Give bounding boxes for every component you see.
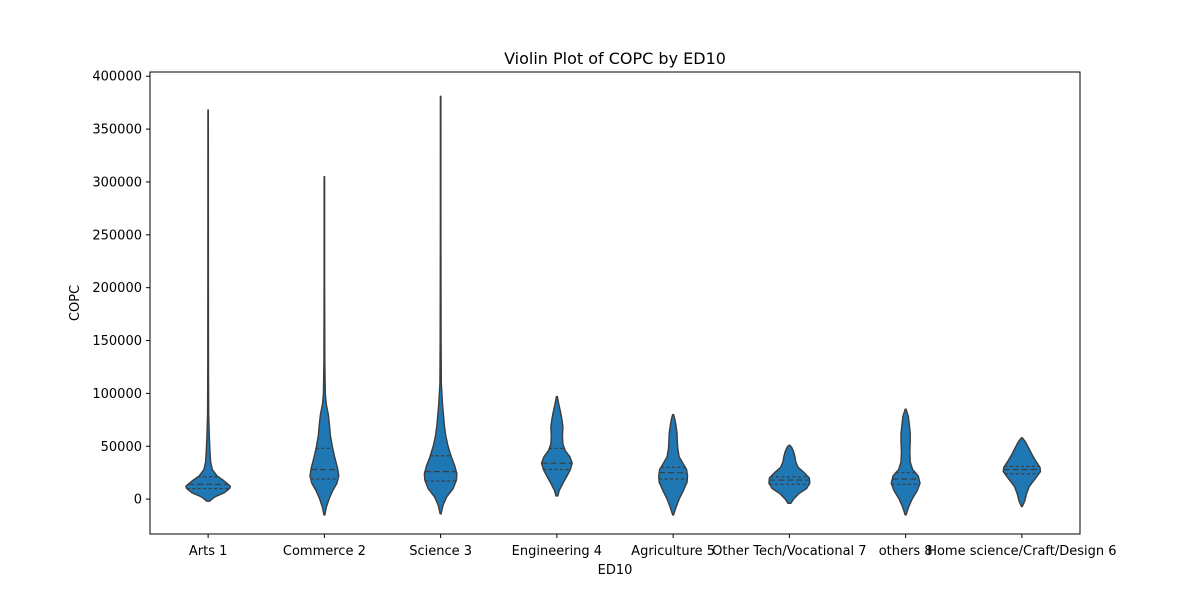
x-tick-label-5: Agriculture 5 (631, 544, 715, 559)
violin-2 (309, 175, 340, 516)
y-tick-label-1: 50000 (101, 440, 142, 455)
x-tick-label-8: Home science/Craft/Design 6 (927, 544, 1116, 559)
y-tick-label-5: 250000 (92, 228, 142, 243)
violin-5 (658, 413, 689, 516)
x-axis-title: ED10 (598, 563, 633, 578)
y-axis-title: COPC (68, 285, 83, 321)
y-tick-label-8: 400000 (92, 70, 142, 85)
y-tick-label-7: 350000 (92, 123, 142, 138)
x-tick-label-2: Commerce 2 (283, 544, 366, 559)
violin-8 (1002, 437, 1042, 508)
y-axis: 0 50000 100000 150000 200000 250000 300000 3500… (92, 70, 150, 508)
x-tick-label-4: Engineering 4 (512, 544, 602, 559)
plot-area-frame (149, 71, 1081, 535)
x-tick-label-1: Arts 1 (189, 544, 228, 559)
chart-title: Violin Plot of COPC by ED10 (504, 49, 726, 68)
violin-1 (185, 109, 232, 502)
x-tick-label-6: Other Tech/Vocational 7 (712, 544, 866, 559)
x-axis: Arts 1 Commerce 2 Science 3 Engineering 4 Ag… (189, 534, 1117, 559)
violin-3 (423, 95, 458, 515)
quartile-lines-group (186, 447, 1041, 490)
y-tick-label-0: 0 (134, 493, 142, 508)
violin-6 (768, 444, 811, 505)
violins-group (185, 95, 1042, 516)
y-tick-label-3: 150000 (92, 334, 142, 349)
violin-7 (890, 408, 921, 516)
y-tick-label-6: 300000 (92, 175, 142, 190)
violin-4 (540, 395, 573, 497)
x-tick-label-7: others 8 (879, 544, 933, 559)
x-tick-label-3: Science 3 (409, 544, 472, 559)
y-tick-label-2: 100000 (92, 387, 142, 402)
y-tick-label-4: 200000 (92, 281, 142, 296)
